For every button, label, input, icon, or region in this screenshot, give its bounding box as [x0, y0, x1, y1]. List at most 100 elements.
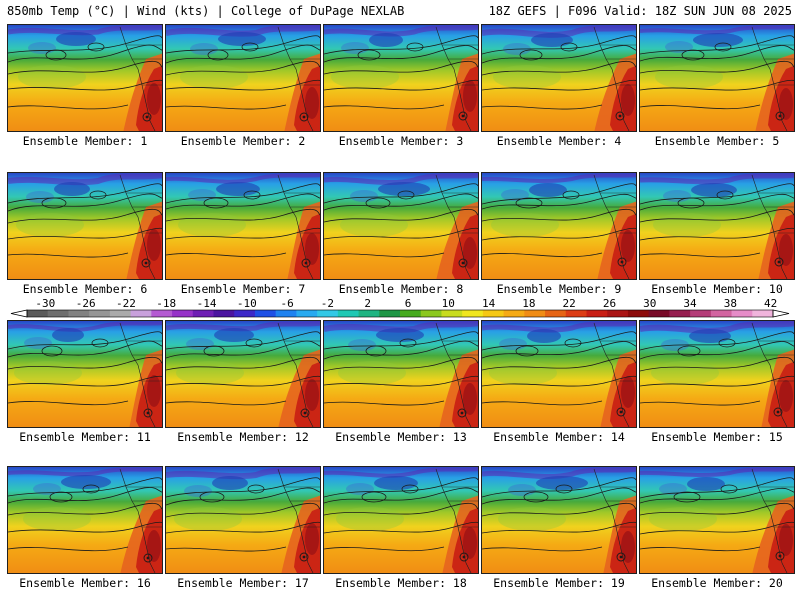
ensemble-map [166, 467, 320, 573]
colorbar-swatch [192, 310, 214, 317]
colorbar-swatch [296, 310, 318, 317]
colorbar-swatch [627, 310, 650, 317]
temperature-colorbar: -30 -26 -22 -18 -14 -10 -6 -2 2 6 10 14 18 22 26 30 34 38… [10, 297, 790, 318]
colorbar-swatch [607, 310, 629, 317]
ensemble-map [8, 25, 162, 131]
ensemble-member-label: Ensemble Member: 14 [493, 430, 625, 444]
ensemble-member-label: Ensemble Member: 7 [180, 282, 306, 296]
colorbar-swatch [68, 310, 90, 317]
ensemble-member-panel [481, 466, 637, 574]
colorbar-swatch [524, 310, 546, 317]
ensemble-map [324, 321, 478, 427]
colorbar-swatch [752, 310, 774, 317]
ensemble-map [166, 25, 320, 131]
ensemble-map [482, 467, 636, 573]
colorbar-swatch [213, 310, 235, 317]
colorbar-swatch [565, 310, 587, 317]
colorbar-swatch [400, 310, 422, 317]
ensemble-member-label: Ensemble Member: 3 [338, 134, 464, 148]
ensemble-member-label: Ensemble Member: 18 [335, 576, 467, 590]
ensemble-map [482, 173, 636, 279]
colorbar-swatch [690, 310, 712, 317]
ensemble-member-label: Ensemble Member: 13 [335, 430, 467, 444]
colorbar-swatch [648, 310, 670, 317]
colorbar-tick-label: 6 [405, 297, 412, 310]
ensemble-map [640, 467, 794, 573]
ensemble-member-label: Ensemble Member: 5 [654, 134, 780, 148]
colorbar-swatch [172, 310, 194, 317]
colorbar-swatch [275, 310, 297, 317]
colorbar-tick-label: 38 [724, 297, 737, 310]
ensemble-map [640, 25, 794, 131]
ensemble-map [324, 25, 478, 131]
ensemble-map [166, 173, 320, 279]
ensemble-member-panel [481, 320, 637, 428]
colorbar-swatch [462, 310, 484, 317]
ensemble-member-label: Ensemble Member: 10 [651, 282, 783, 296]
ensemble-member-panel [639, 172, 795, 280]
ensemble-member-panel [639, 466, 795, 574]
ensemble-map [324, 173, 478, 279]
colorbar-right-arrow [772, 309, 790, 318]
ensemble-map [482, 25, 636, 131]
colorbar-swatch [109, 310, 132, 317]
ensemble-member-panel [7, 320, 163, 428]
colorbar-swatch [710, 310, 732, 317]
ensemble-member-panel [481, 172, 637, 280]
colorbar-swatch [47, 310, 69, 317]
colorbar-tick-label: 42 [764, 297, 777, 310]
ensemble-member-panel [323, 320, 479, 428]
colorbar-tick-label: 30 [643, 297, 656, 310]
colorbar-tick-label: -6 [280, 297, 293, 310]
ensemble-member-panel [7, 466, 163, 574]
ensemble-member-label: Ensemble Member: 15 [651, 430, 783, 444]
colorbar-tick-label: 34 [683, 297, 697, 310]
colorbar-swatch [151, 310, 173, 317]
colorbar-tick-label: -18 [156, 297, 176, 310]
colorbar-swatch [731, 310, 753, 317]
colorbar-swatch [358, 310, 380, 317]
colorbar-swatch [234, 310, 256, 317]
ensemble-member-panel [323, 172, 479, 280]
header-run-info: 18Z GEFS | F096 Valid: 18Z SUN JUN 08 20… [488, 4, 792, 18]
colorbar-tick-label: 10 [442, 297, 455, 310]
ensemble-member-label: Ensemble Member: 17 [177, 576, 309, 590]
ensemble-map [640, 173, 794, 279]
ensemble-map [324, 467, 478, 573]
colorbar-tick-label: -22 [116, 297, 136, 310]
ensemble-member-panel [7, 24, 163, 132]
colorbar-swatch [503, 310, 525, 317]
ensemble-member-panel [639, 24, 795, 132]
colorbar-swatch [27, 310, 49, 317]
ensemble-member-panel [165, 24, 321, 132]
colorbar-tick-label: -2 [321, 297, 334, 310]
ensemble-member-label: Ensemble Member: 8 [338, 282, 464, 296]
colorbar-tick-label: 2 [364, 297, 371, 310]
colorbar-swatch [669, 310, 691, 317]
colorbar-swatch [89, 310, 111, 317]
ensemble-member-panel [7, 172, 163, 280]
colorbar-outline [26, 309, 774, 318]
ensemble-member-panel [165, 172, 321, 280]
colorbar-swatch [586, 310, 608, 317]
colorbar-tick-label: -26 [76, 297, 96, 310]
header-title: 850mb Temp (°C) | Wind (kts) | College o… [7, 4, 405, 18]
colorbar-swatch [379, 310, 401, 317]
ensemble-map [482, 321, 636, 427]
colorbar-tick-label: 18 [522, 297, 535, 310]
ensemble-member-label: Ensemble Member: 1 [22, 134, 148, 148]
colorbar-tick-label: -30 [35, 297, 55, 310]
ensemble-member-panel [323, 466, 479, 574]
colorbar-swatch [130, 310, 152, 317]
ensemble-map [166, 321, 320, 427]
colorbar-swatch [317, 310, 339, 317]
ensemble-member-panel [165, 320, 321, 428]
colorbar-swatch [254, 310, 277, 317]
colorbar-tick-label: -10 [237, 297, 257, 310]
ensemble-member-label: Ensemble Member: 2 [180, 134, 306, 148]
colorbar-swatch [545, 310, 567, 317]
colorbar-tick-label: 22 [563, 297, 576, 310]
ensemble-map [8, 467, 162, 573]
colorbar-tick-label: 14 [482, 297, 496, 310]
colorbar-swatch [337, 310, 359, 317]
